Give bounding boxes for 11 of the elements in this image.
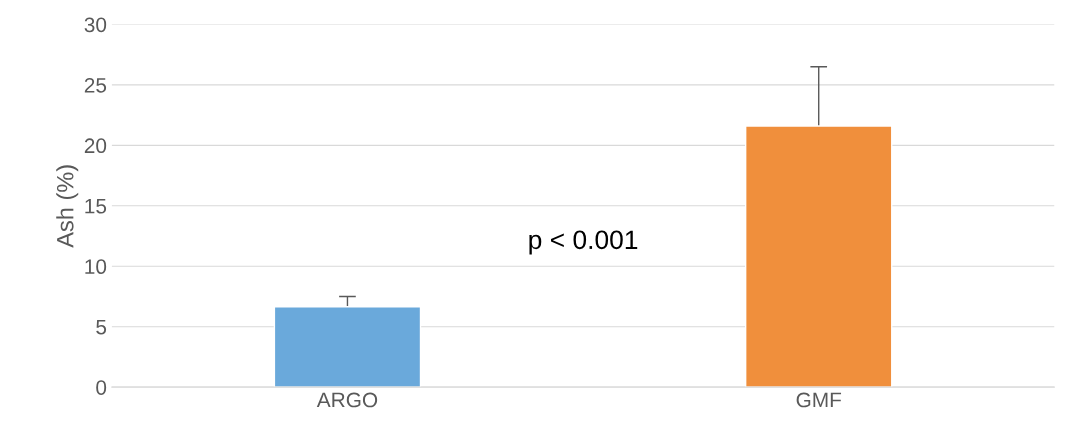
y-axis-title: Ash (%)	[56, 165, 79, 248]
x-tick-label: ARGO	[316, 392, 378, 408]
y-tick-label: 20	[84, 138, 107, 154]
y-tick-label: 25	[84, 77, 107, 93]
x-tick-label: GMF	[796, 392, 842, 408]
y-tick-label: 10	[85, 259, 107, 275]
y-tick-label: 30	[84, 17, 107, 33]
y-tick-label: 5	[96, 319, 107, 335]
y-tick-label: 0	[96, 380, 107, 395]
y-tick-label: 15	[85, 199, 107, 214]
annotation: p < 0.001	[529, 230, 638, 255]
